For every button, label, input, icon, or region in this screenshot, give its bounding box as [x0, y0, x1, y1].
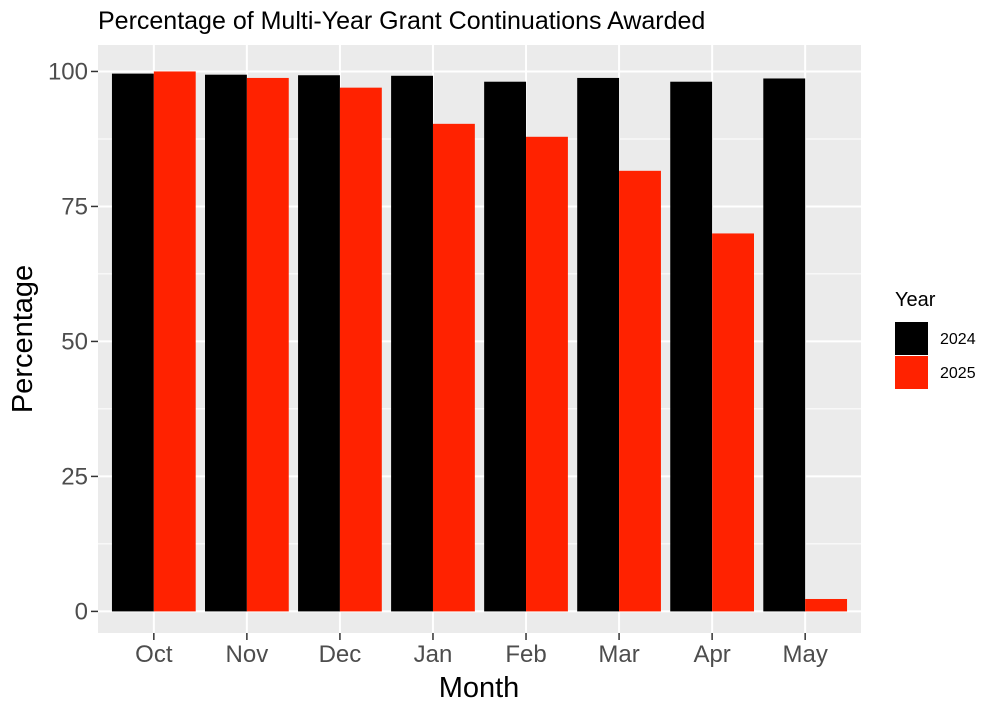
- bar-2025-Jan: [432, 123, 475, 612]
- bar-2025-Apr: [712, 233, 754, 612]
- bar-2024-May: [763, 78, 806, 612]
- legend-key-2025: [895, 356, 928, 389]
- bar-2024-Mar: [577, 77, 620, 612]
- legend-label-2024: 2024: [940, 331, 976, 348]
- bar-2025-Dec: [339, 87, 382, 612]
- y-tick-label: 75: [61, 193, 88, 220]
- x-axis-title: Month: [439, 672, 520, 704]
- x-tick-label: Feb: [505, 641, 546, 668]
- bar-2025-Feb: [526, 136, 568, 612]
- y-tick-label: 50: [61, 328, 88, 355]
- bar-2025-Oct: [153, 71, 196, 612]
- legend-title: Year: [895, 289, 936, 311]
- bar-2024-Jan: [391, 75, 433, 612]
- y-tick-label: 0: [75, 598, 88, 625]
- bar-2025-Nov: [246, 77, 289, 612]
- x-tick-label: Jan: [414, 641, 453, 668]
- x-tick-label: Nov: [226, 641, 269, 668]
- x-axis: Oct Nov Dec Jan Feb Mar Apr May: [135, 633, 828, 668]
- y-tick-label: 100: [48, 58, 88, 85]
- x-tick-label: Mar: [598, 641, 639, 668]
- bars: [111, 71, 848, 612]
- x-tick-label: Dec: [319, 641, 362, 668]
- y-axis: 0 25 50 75 100: [48, 58, 98, 625]
- bar-2024-Feb: [484, 81, 527, 612]
- bar-2024-Apr: [670, 81, 713, 612]
- chart-title: Percentage of Multi-Year Grant Continuat…: [98, 7, 705, 35]
- bar-2024-Dec: [298, 75, 340, 612]
- x-tick-label: Oct: [135, 641, 173, 668]
- legend-label-2025: 2025: [940, 365, 976, 382]
- bar-2024-Nov: [205, 74, 247, 612]
- bar-2024-Oct: [111, 73, 154, 612]
- x-tick-label: Apr: [693, 641, 730, 668]
- y-axis-title: Percentage: [7, 265, 39, 413]
- bar-2025-Mar: [619, 170, 661, 612]
- legend-key-2024: [895, 322, 928, 355]
- bar-2025-May: [805, 598, 848, 612]
- y-tick-label: 25: [61, 463, 88, 490]
- x-tick-label: May: [782, 641, 827, 668]
- legend: Year 2024 2025: [895, 289, 976, 389]
